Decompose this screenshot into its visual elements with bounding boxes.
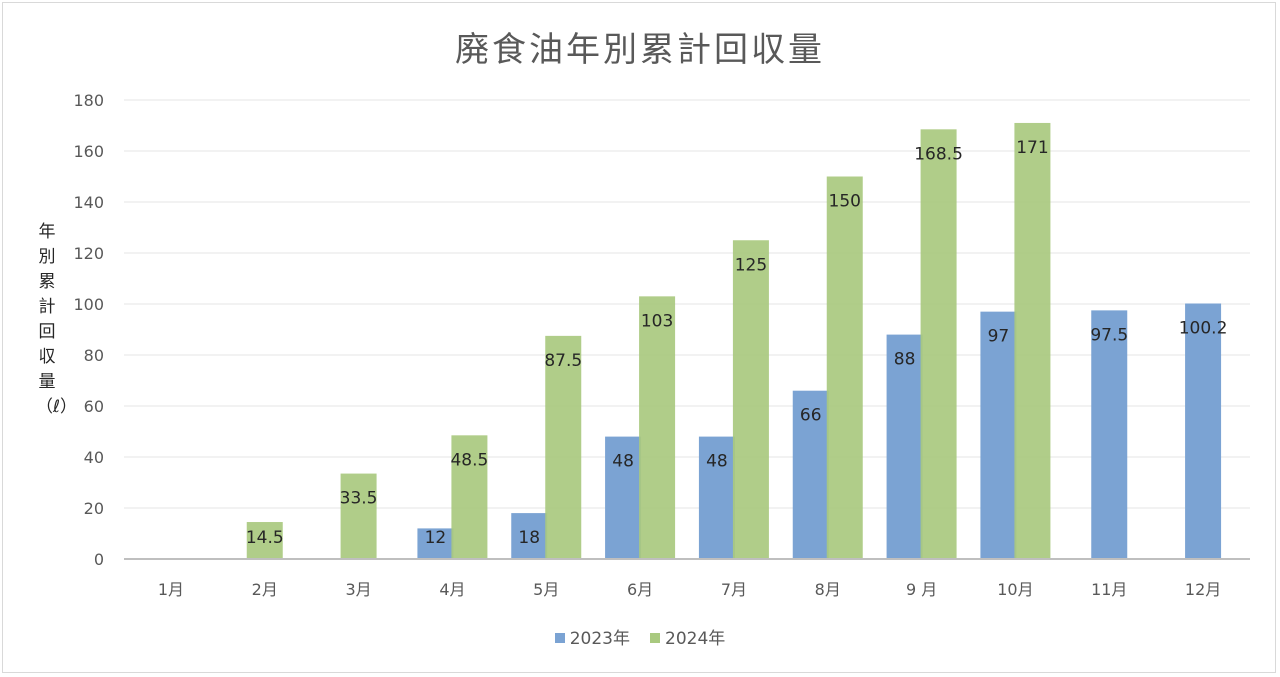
bar-2023 [511,513,548,559]
data-label-2023: 97.5 [1090,325,1128,345]
data-label-2024: 150 [829,192,861,212]
y-tick-label: 180 [73,91,104,110]
bar-2023 [980,311,1017,559]
data-label-2023: 66 [800,406,822,426]
data-label-2023: 100.2 [1179,318,1228,338]
legend: 2023年 2024年 [0,624,1280,649]
x-tick-label: 10月 [997,580,1033,599]
x-tick-label: 12月 [1185,580,1221,599]
legend-item: 2023年 [554,624,630,649]
bar-2023 [1185,303,1222,559]
data-label-2024: 125 [735,255,767,275]
chart-title: 廃食油年別累計回収量 [455,30,825,70]
bar-2024 [639,296,676,559]
bar-2023 [792,390,829,559]
bar-2024 [826,176,863,559]
x-tick-label: 11月 [1091,580,1127,599]
x-tick-label: 8月 [815,580,841,599]
data-label-2023: 18 [518,528,540,548]
bar-2023 [886,334,923,559]
data-label-2024: 33.5 [340,489,378,509]
y-tick-label: 0 [94,550,104,569]
bar-2024 [451,435,488,559]
x-tick-label: 9 月 [906,580,937,599]
data-label-2023: 97 [988,327,1010,347]
legend-swatch [554,633,565,643]
bar-2024 [545,335,582,559]
bar-2024 [732,240,769,559]
legend-item: 2024年 [650,624,725,649]
bar-2024 [1014,122,1051,559]
bar-2023 [605,436,642,559]
y-tick-label: 120 [73,244,104,263]
y-tick-label: 160 [73,142,104,161]
bar-2024 [340,473,377,559]
bar-2024 [246,522,283,559]
x-tick-label: 7月 [721,580,747,599]
y-tick-label: 80 [84,346,104,365]
data-label-2024: 103 [641,311,673,331]
data-label-2024: 87.5 [544,351,582,371]
bar-2023 [417,528,454,559]
data-label-2023: 48 [706,452,728,472]
data-label-2024: 168.5 [914,144,963,164]
data-label-2024: 171 [1016,138,1048,158]
bar-2024 [920,129,957,559]
y-tick-label: 20 [84,499,104,518]
x-tick-label: 4月 [439,580,465,599]
y-tick-label: 40 [84,448,104,467]
data-label-2023: 12 [425,528,447,548]
x-tick-label: 6月 [627,580,653,599]
y-tick-label: 60 [84,397,104,416]
data-label-2023: 88 [894,350,916,370]
data-label-2023: 48 [612,452,634,472]
legend-label: 2023年 [569,629,630,649]
data-label-2024: 48.5 [450,450,488,470]
x-tick-label: 2月 [252,580,278,599]
legend-swatch [650,633,660,643]
x-tick-label: 3月 [345,580,371,599]
legend-label: 2024年 [665,629,726,649]
y-tick-label: 100 [73,295,104,314]
x-tick-label: 1月 [158,580,184,599]
x-tick-label: 5月 [533,580,559,599]
data-label-2024: 14.5 [246,528,284,548]
bar-2023 [1091,310,1128,559]
bar-2023 [698,436,735,559]
y-tick-label: 140 [73,193,104,212]
y-axis-label: 年別累計回収量（ℓ） [36,222,78,417]
